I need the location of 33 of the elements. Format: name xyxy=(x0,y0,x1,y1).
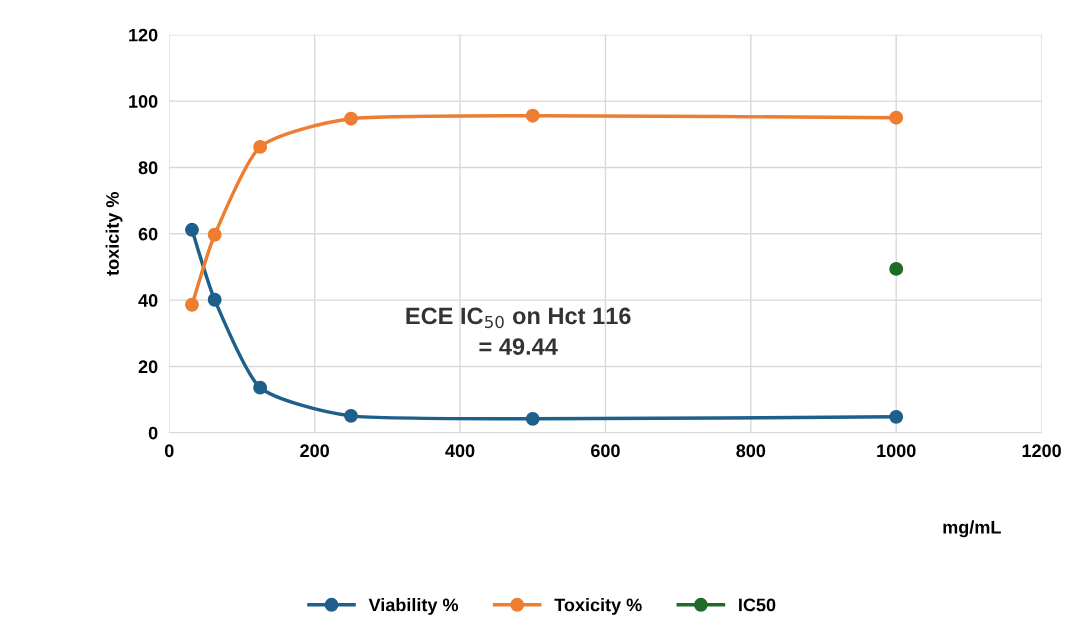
point xyxy=(185,297,199,312)
x-tick-label: 1200 xyxy=(1022,444,1061,458)
point xyxy=(207,292,222,307)
x-tick-label: 800 xyxy=(736,444,766,458)
point xyxy=(525,108,540,123)
point xyxy=(889,261,904,276)
point xyxy=(889,110,904,125)
y-tick-label: 20 xyxy=(138,360,158,374)
x-tick-label: 200 xyxy=(300,444,329,458)
x-tick-label: 600 xyxy=(591,444,620,458)
y-tick-label: 60 xyxy=(138,227,158,241)
point xyxy=(525,411,540,426)
legend-label: Toxicity % xyxy=(554,598,642,615)
point xyxy=(185,222,199,237)
point xyxy=(207,227,222,242)
annotation: ECE IC$_{50}$ on Hct 116 = 49.44 xyxy=(406,307,631,355)
y-tick-label: 40 xyxy=(138,294,158,307)
y-tick-label: 0 xyxy=(148,426,158,440)
y-tick-label: 100 xyxy=(129,95,158,108)
point xyxy=(253,139,268,154)
point xyxy=(253,380,268,395)
point xyxy=(344,111,358,126)
point xyxy=(889,409,904,424)
x-tick-label: 400 xyxy=(445,444,475,458)
point xyxy=(344,408,358,423)
x-tick-label: 1000 xyxy=(877,444,916,458)
y-axis-title: toxicity % xyxy=(105,192,123,276)
x-tick-label: 0 xyxy=(164,444,174,458)
x-axis-title: mg/mL xyxy=(943,520,1001,538)
y-tick-label: 120 xyxy=(129,28,158,42)
y-tick-label: 80 xyxy=(138,161,158,175)
legend-label: Viability % xyxy=(368,598,459,615)
legend-label: IC50 xyxy=(739,598,776,612)
